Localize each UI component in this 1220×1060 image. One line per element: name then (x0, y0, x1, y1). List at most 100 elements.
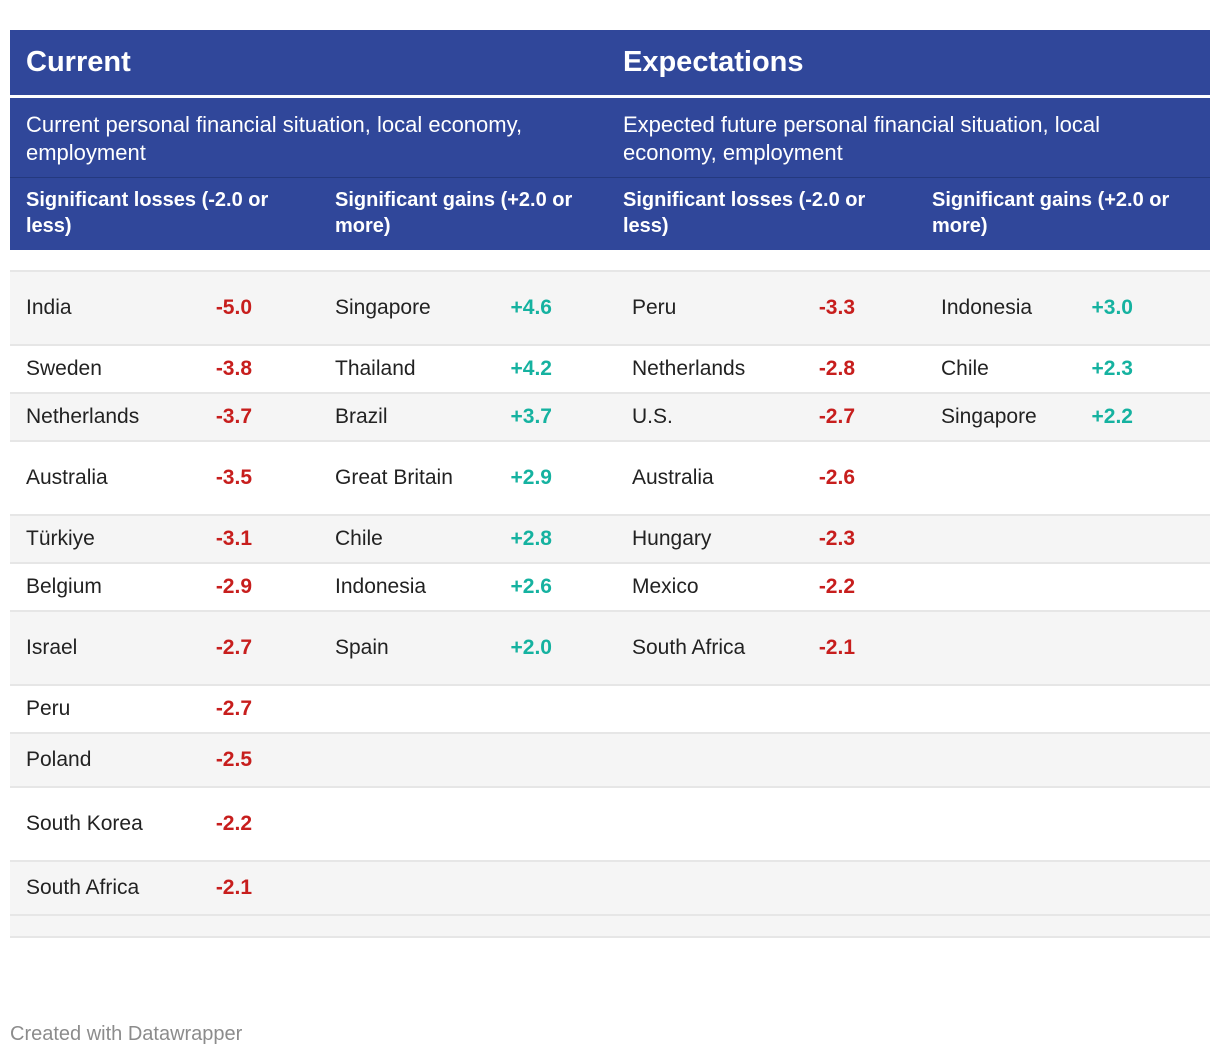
score-expected-losses: -3.3 (818, 296, 855, 319)
table-row: Sweden -3.8 Thailand +4.2 Netherlands -2.8 Chi… (10, 346, 1210, 394)
score-current-gains (474, 862, 552, 914)
country-expected-losses: U.S. (632, 405, 673, 428)
country-expected-losses: South Africa (632, 636, 746, 659)
country-expected-losses: Australia (632, 466, 714, 489)
score-current-gains: +2.6 (510, 575, 552, 598)
column-header-current-gains: Significant gains (+2.0 or more) (335, 189, 573, 237)
score-expected-gains (1080, 862, 1133, 914)
cell-padding (252, 346, 319, 392)
cell-padding (855, 564, 925, 610)
cell-padding (252, 394, 319, 440)
country-expected-gains: Chile (941, 357, 989, 380)
cell-padding (855, 394, 925, 440)
table-row: Israel -2.7 Spain +2.0 South Africa -2.1 (10, 612, 1210, 686)
score-current-losses: -3.7 (215, 405, 252, 428)
score-current-gains: +3.7 (510, 405, 552, 428)
score-current-gains: +2.0 (510, 636, 552, 659)
country-current-losses: Poland (26, 748, 92, 771)
score-current-losses: -2.7 (215, 697, 252, 720)
spacer-row (10, 250, 1210, 272)
country-current-gains: Brazil (335, 405, 388, 428)
score-expected-gains (1080, 612, 1133, 684)
score-current-losses: -5.0 (215, 296, 252, 319)
country-current-gains (319, 788, 474, 860)
country-current-gains: Spain (335, 636, 389, 659)
score-expected-losses: -2.3 (818, 527, 855, 550)
column-header-current-losses: Significant losses (-2.0 or less) (26, 189, 269, 237)
group-title-expectations: Expectations (623, 46, 804, 78)
score-current-gains: +2.9 (510, 466, 552, 489)
datawrapper-credit: Created with Datawrapper (10, 1023, 243, 1045)
header-row-columns: Significant losses (-2.0 or less) Signif… (10, 178, 1210, 250)
country-expected-losses (616, 686, 791, 732)
score-expected-losses (791, 686, 855, 732)
score-expected-losses: -2.6 (818, 466, 855, 489)
empty-row (10, 916, 1210, 938)
score-expected-gains (1080, 516, 1133, 562)
table-row: Australia -3.5 Great Britain +2.9 Australia -… (10, 442, 1210, 516)
score-current-gains (474, 788, 552, 860)
score-current-losses: -2.1 (215, 876, 252, 899)
cell-padding (252, 862, 319, 914)
country-current-gains (319, 686, 474, 732)
table-row: South Africa -2.1 (10, 862, 1210, 916)
country-expected-gains: Indonesia (941, 296, 1033, 319)
score-expected-losses: -2.2 (818, 575, 855, 598)
country-current-losses: South Korea (26, 812, 143, 835)
country-expected-losses: Mexico (632, 575, 699, 598)
table-body: India -5.0 Singapore +4.6 Peru -3.3 Indonesia +… (10, 272, 1210, 916)
cell-padding (552, 442, 616, 514)
score-current-losses: -2.9 (215, 575, 252, 598)
cell-padding (855, 686, 925, 732)
score-current-losses: -2.5 (215, 748, 252, 771)
cell-padding (552, 516, 616, 562)
country-current-gains (319, 734, 474, 786)
country-expected-losses: Netherlands (632, 357, 746, 380)
score-expected-gains: +2.3 (1091, 357, 1133, 380)
score-expected-gains (1080, 734, 1133, 786)
cell-padding (855, 272, 925, 344)
table-row: Peru -2.7 (10, 686, 1210, 734)
cell-padding (855, 346, 925, 392)
score-current-losses: -2.7 (215, 636, 252, 659)
group-subtitle-expectations: Expected future personal financial situa… (623, 112, 1100, 165)
column-header-expected-gains: Significant gains (+2.0 or more) (932, 189, 1170, 237)
table-row: Belgium -2.9 Indonesia +2.6 Mexico -2.2 (10, 564, 1210, 612)
cell-padding (252, 272, 319, 344)
score-current-gains (474, 734, 552, 786)
cell-padding (855, 788, 925, 860)
cell-padding (552, 612, 616, 684)
cell-padding (252, 686, 319, 732)
cell-padding (252, 442, 319, 514)
cell-padding (855, 442, 925, 514)
country-current-losses: Peru (26, 697, 71, 720)
country-expected-losses (616, 734, 791, 786)
cell-padding (855, 612, 925, 684)
group-subtitle-current: Current personal financial situation, lo… (26, 112, 523, 165)
cell-padding (252, 612, 319, 684)
cell-padding (552, 346, 616, 392)
score-expected-losses (791, 788, 855, 860)
country-expected-gains (925, 612, 1080, 684)
score-expected-gains: +2.2 (1091, 405, 1133, 428)
country-current-gains (319, 862, 474, 914)
cell-padding (252, 516, 319, 562)
score-expected-gains (1080, 788, 1133, 860)
country-current-losses: India (26, 296, 72, 319)
cell-padding (252, 734, 319, 786)
country-current-gains: Chile (335, 527, 383, 550)
country-current-losses: South Africa (26, 876, 140, 899)
cell-padding (552, 564, 616, 610)
table-row: South Korea -2.2 (10, 788, 1210, 862)
country-expected-gains (925, 788, 1080, 860)
country-expected-gains (925, 442, 1080, 514)
data-table: Current Expectations Current personal fi… (10, 30, 1210, 938)
country-current-losses: Israel (26, 636, 78, 659)
table-row: Türkiye -3.1 Chile +2.8 Hungary -2.3 (10, 516, 1210, 564)
score-expected-gains (1080, 564, 1133, 610)
score-current-gains: +4.2 (510, 357, 552, 380)
cell-padding (252, 564, 319, 610)
country-expected-losses (616, 788, 791, 860)
score-expected-losses (791, 862, 855, 914)
table-row: Netherlands -3.7 Brazil +3.7 U.S. -2.7 Singapo… (10, 394, 1210, 442)
